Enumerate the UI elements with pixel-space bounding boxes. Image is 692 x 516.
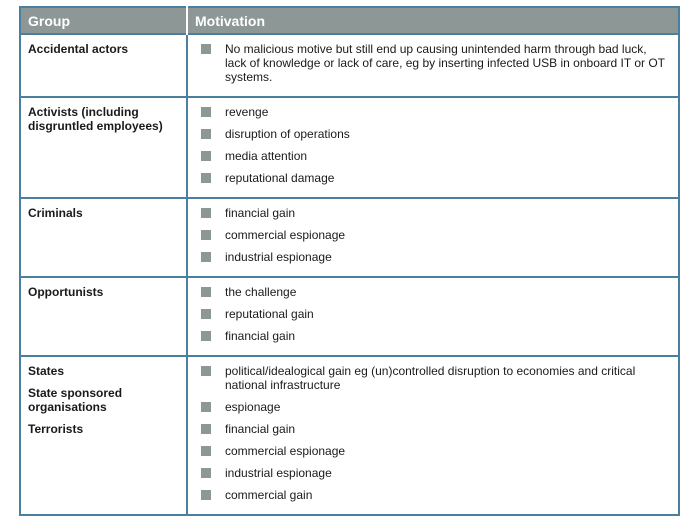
square-bullet-icon <box>201 252 211 262</box>
square-bullet-icon <box>201 331 211 341</box>
motivation-text: espionage <box>225 400 281 414</box>
motivation-item: political/idealogical gain eg (un)contro… <box>201 364 671 392</box>
motivation-text: disruption of operations <box>225 127 350 141</box>
group-name: Accidental actors <box>28 42 129 56</box>
motivation-item: financial gain <box>201 422 671 436</box>
square-bullet-icon <box>201 107 211 117</box>
square-bullet-icon <box>201 424 211 434</box>
motivation-item: espionage <box>201 400 671 414</box>
motivation-text: industrial espionage <box>225 250 332 264</box>
motivation-item: financial gain <box>201 329 671 343</box>
column-header-group: Group <box>20 7 188 34</box>
motivation-cell: No malicious motive but still end up cau… <box>187 33 679 97</box>
motivation-item: commercial gain <box>201 488 671 502</box>
square-bullet-icon <box>201 230 211 240</box>
motivation-item: reputational gain <box>201 307 671 321</box>
threat-actor-table: Group Motivation Accidental actors No mal… <box>19 6 680 516</box>
motivation-text: financial gain <box>225 329 296 343</box>
table-row: Criminals financial gain commercial espion… <box>20 197 679 277</box>
motivation-text: the challenge <box>225 285 297 299</box>
square-bullet-icon <box>201 446 211 456</box>
motivation-cell: political/idealogical gain eg (un)contro… <box>187 355 679 515</box>
square-bullet-icon <box>201 208 211 218</box>
motivation-text: financial gain <box>225 422 296 436</box>
square-bullet-icon <box>201 44 211 54</box>
motivation-item: industrial espionage <box>201 466 671 480</box>
square-bullet-icon <box>201 490 211 500</box>
group-name: States <box>28 364 65 378</box>
square-bullet-icon <box>201 151 211 161</box>
group-cell: Accidental actors <box>20 33 188 97</box>
motivation-text: reputational gain <box>225 307 314 321</box>
motivation-text: political/idealogical gain eg (un)contro… <box>225 364 636 392</box>
square-bullet-icon <box>201 287 211 297</box>
group-name: State sponsored organisations <box>28 386 123 414</box>
motivation-item: the challenge <box>201 285 671 299</box>
motivation-item: disruption of operations <box>201 127 671 141</box>
table-row: Opportunists the challenge reputational ga… <box>20 276 679 356</box>
motivation-cell: revenge disruption of operations media att… <box>187 96 679 198</box>
motivation-text: industrial espionage <box>225 466 332 480</box>
motivation-text: media attention <box>225 149 308 163</box>
square-bullet-icon <box>201 129 211 139</box>
square-bullet-icon <box>201 173 211 183</box>
group-name: Terrorists <box>28 422 84 436</box>
motivation-cell: financial gain commercial espionage indust… <box>187 197 679 277</box>
motivation-item: revenge <box>201 105 671 119</box>
group-cell: States State sponsored organisations Terro… <box>20 355 188 515</box>
motivation-text: reputational damage <box>225 171 335 185</box>
motivation-text: revenge <box>225 105 269 119</box>
square-bullet-icon <box>201 309 211 319</box>
motivation-text: commercial espionage <box>225 444 346 458</box>
group-cell: Criminals <box>20 197 188 277</box>
motivation-item: No malicious motive but still end up cau… <box>201 42 671 84</box>
square-bullet-icon <box>201 468 211 478</box>
motivation-text: commercial espionage <box>225 228 346 242</box>
motivation-text: commercial gain <box>225 488 313 502</box>
motivation-item: commercial espionage <box>201 444 671 458</box>
group-cell: Activists (including disgruntled employe… <box>20 96 188 198</box>
square-bullet-icon <box>201 402 211 412</box>
group-name: Criminals <box>28 206 83 220</box>
square-bullet-icon <box>201 366 211 376</box>
table-header-row: Group Motivation <box>20 7 679 34</box>
column-header-motivation: Motivation <box>187 7 679 34</box>
motivation-item: commercial espionage <box>201 228 671 242</box>
motivation-text: financial gain <box>225 206 296 220</box>
table-row: States State sponsored organisations Terro… <box>20 355 679 515</box>
group-cell: Opportunists <box>20 276 188 356</box>
table-row: Accidental actors No malicious motive but… <box>20 33 679 97</box>
motivation-item: media attention <box>201 149 671 163</box>
motivation-item: industrial espionage <box>201 250 671 264</box>
group-name: Activists (including disgruntled employe… <box>28 105 163 133</box>
motivation-cell: the challenge reputational gain financial … <box>187 276 679 356</box>
motivation-item: reputational damage <box>201 171 671 185</box>
motivation-item: financial gain <box>201 206 671 220</box>
table-row: Activists (including disgruntled employe… <box>20 96 679 198</box>
motivation-text: No malicious motive but still end up cau… <box>225 42 665 84</box>
group-name: Opportunists <box>28 285 104 299</box>
